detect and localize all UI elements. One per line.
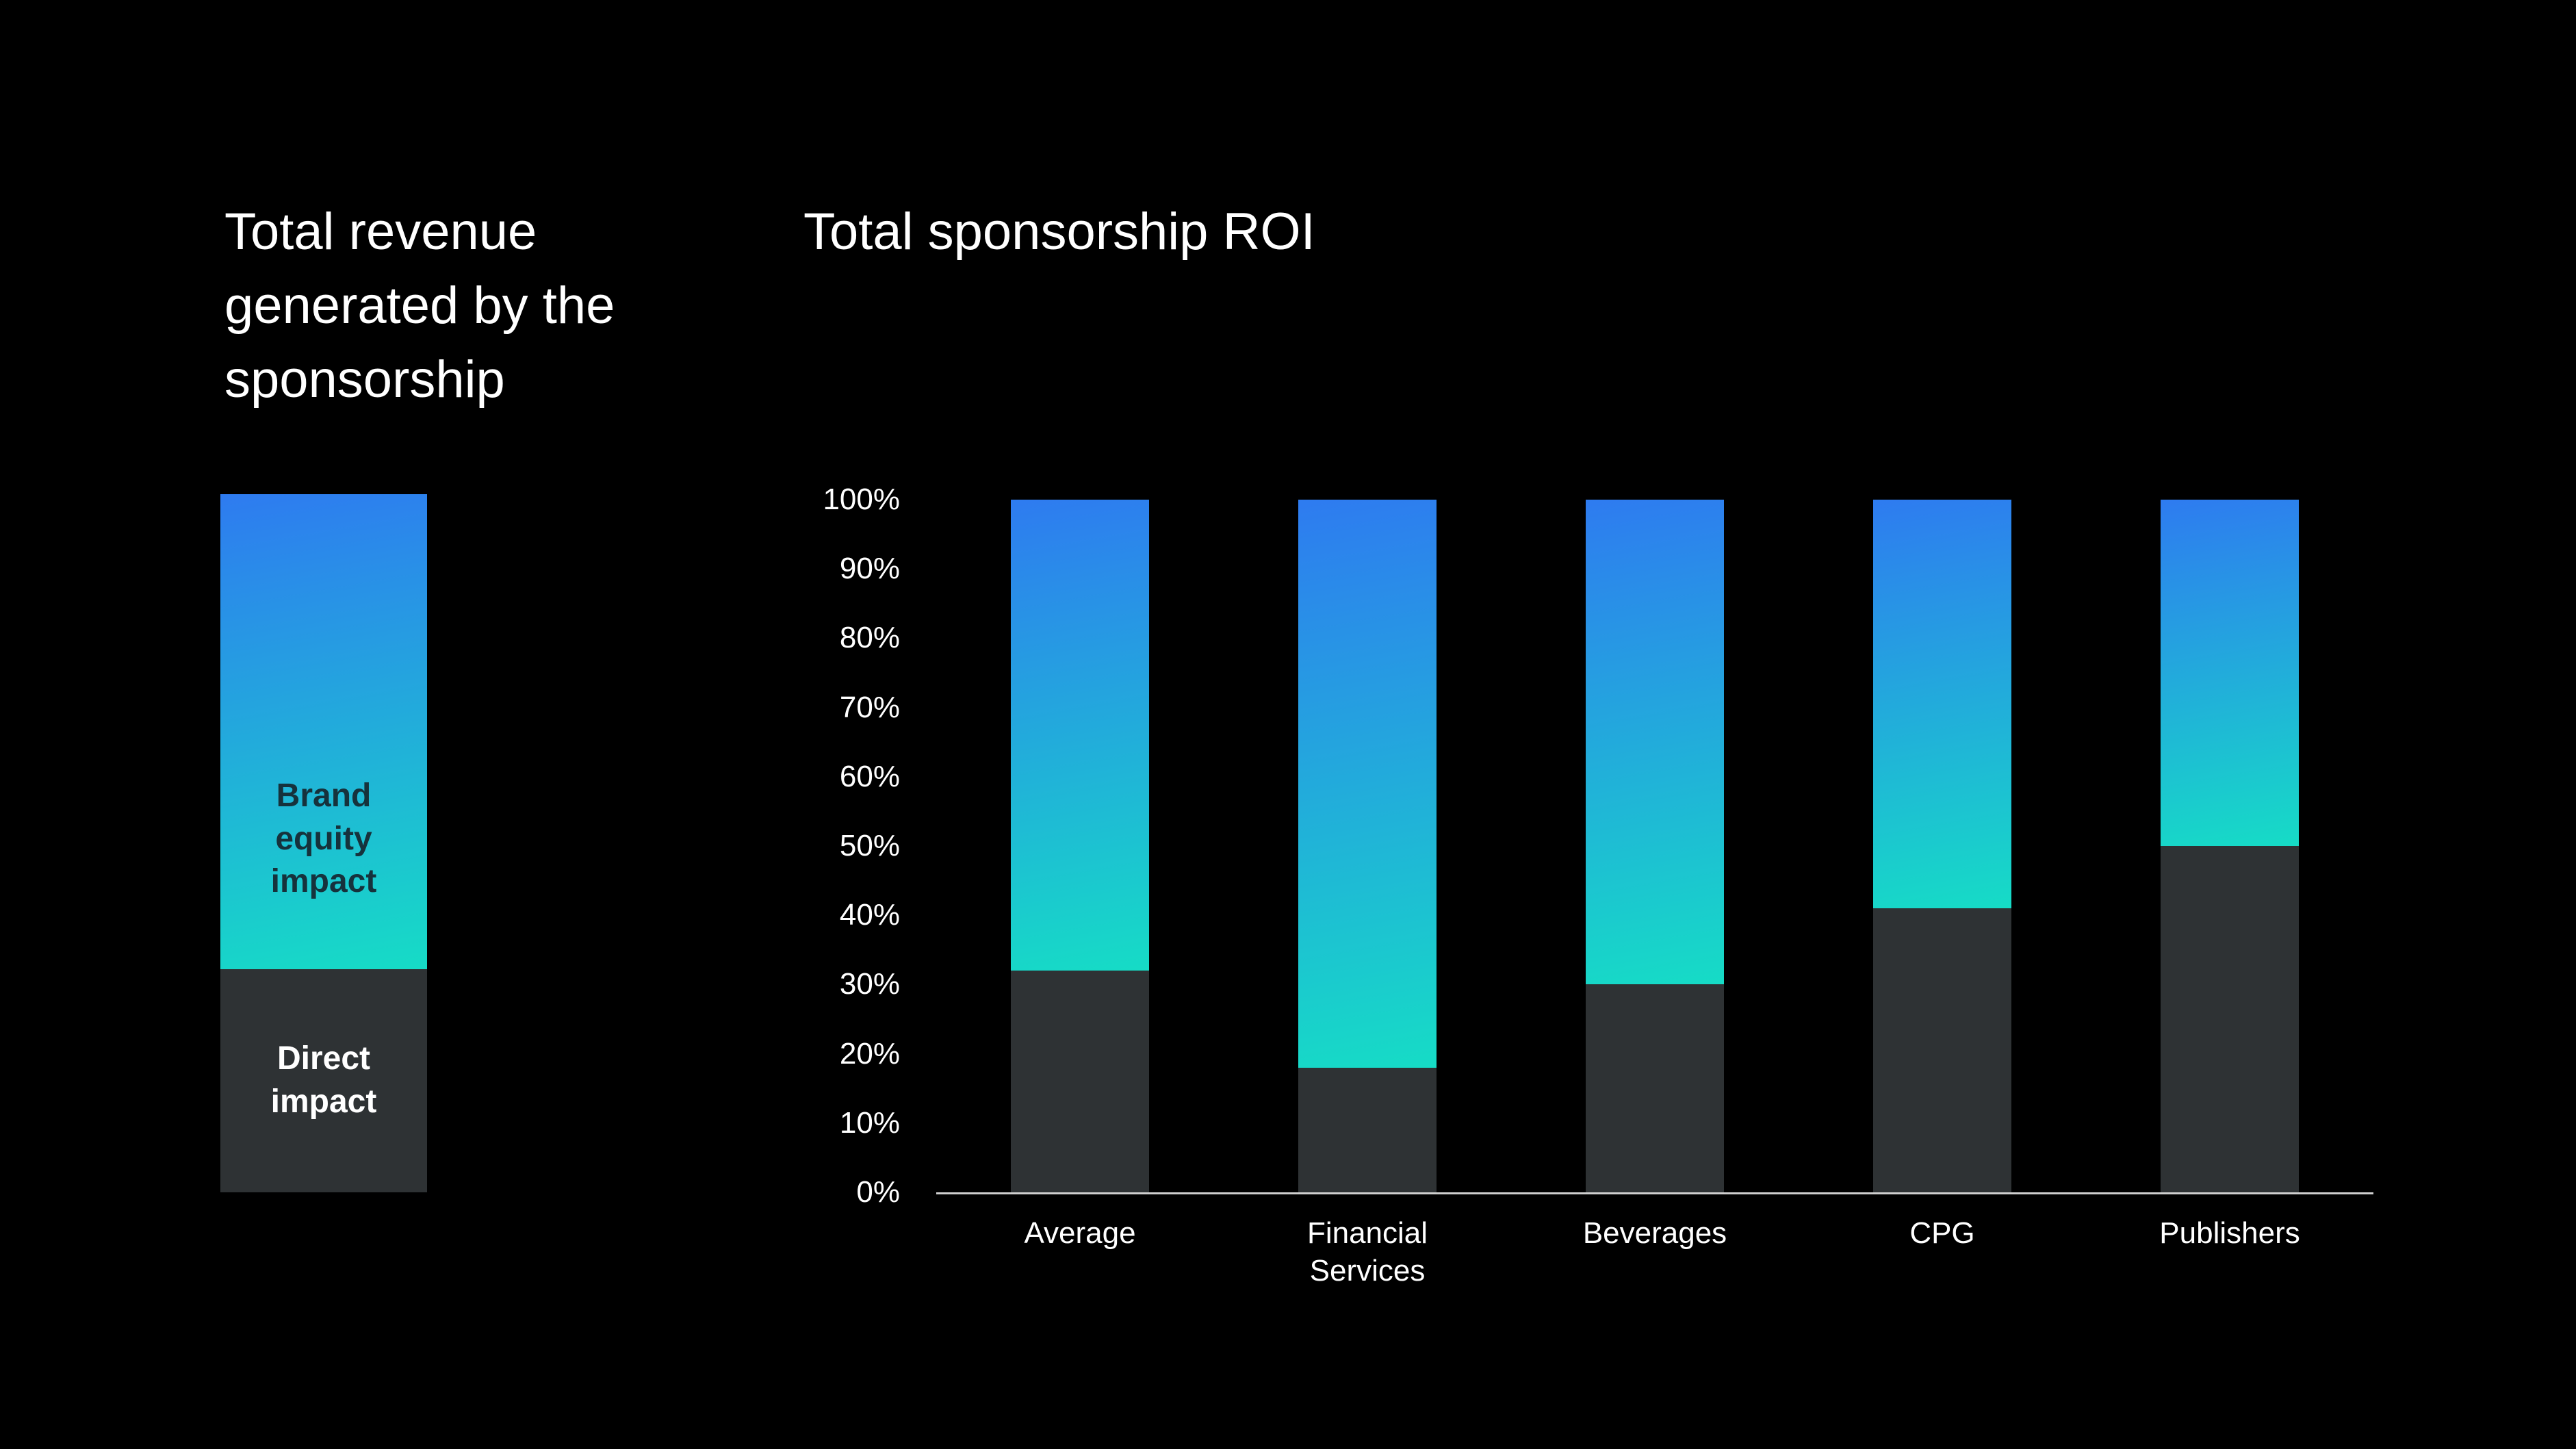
bar-slot-average: Average xyxy=(936,500,1224,1250)
y-tick-label: 40% xyxy=(839,898,900,932)
y-tick-label: 90% xyxy=(839,552,900,586)
y-tick-label: 10% xyxy=(839,1105,900,1140)
y-tick-label: 30% xyxy=(839,967,900,1001)
segment-brand-equity xyxy=(1011,500,1149,971)
plot-area: Average Financial Services Beverages CPG Pub… xyxy=(936,500,2373,1287)
brand-equity-label: Brand equity impact xyxy=(270,778,377,900)
segment-brand-equity xyxy=(2161,500,2299,846)
y-tick-label: 0% xyxy=(856,1175,900,1209)
segment-direct-impact xyxy=(1298,1067,1437,1192)
bar-financial-services xyxy=(1298,500,1437,1192)
segment-brand-equity xyxy=(1873,500,2011,909)
y-tick-label: 20% xyxy=(839,1036,900,1070)
bar-slot-beverages: Beverages xyxy=(1511,500,1799,1250)
x-category-label: Financial Services xyxy=(1306,1216,1428,1287)
y-tick-label: 70% xyxy=(839,690,900,724)
bar-slot-publishers: Publishers xyxy=(2086,500,2373,1250)
segment-direct-impact xyxy=(1586,984,1724,1192)
x-category-label: Publishers xyxy=(2159,1216,2300,1250)
y-tick-label: 50% xyxy=(839,829,900,862)
segment-direct-impact xyxy=(2161,846,2299,1192)
right-chart-title: Total sponsorship ROI xyxy=(803,203,1315,261)
brand-equity-segment: Brand equity impact xyxy=(220,494,427,969)
bar-beverages xyxy=(1586,500,1724,1192)
x-category-label: Beverages xyxy=(1582,1216,1727,1250)
direct-impact-label: Direct impact xyxy=(270,1040,377,1120)
bar-average xyxy=(1011,500,1149,1192)
bar-publishers xyxy=(2161,500,2299,1192)
bar-slot-cpg: CPG xyxy=(1799,500,2086,1250)
y-axis: 0% 10% 20% 30% 40% 50% 60% 70% 80% 90% 100% xyxy=(739,483,900,1209)
bar-slot-financial-services: Financial Services xyxy=(1224,500,1511,1287)
x-axis-line xyxy=(936,1192,2373,1194)
x-category-label: CPG xyxy=(1909,1216,1975,1250)
bar-cpg xyxy=(1873,500,2011,1192)
segment-direct-impact xyxy=(1011,971,1149,1192)
segment-brand-equity xyxy=(1298,500,1437,1068)
y-tick-label: 60% xyxy=(839,759,900,793)
segment-direct-impact xyxy=(1873,908,2011,1192)
y-tick-label: 80% xyxy=(839,621,900,655)
y-tick-label: 100% xyxy=(823,483,900,516)
direct-impact-segment: Direct impact xyxy=(220,969,427,1192)
left-chart-title: Total revenue generated by the sponsorsh… xyxy=(224,203,615,409)
revenue-stacked-bar: Brand equity impact Direct impact xyxy=(220,494,427,1192)
segment-brand-equity xyxy=(1586,500,1724,985)
x-category-label: Average xyxy=(1024,1216,1136,1250)
